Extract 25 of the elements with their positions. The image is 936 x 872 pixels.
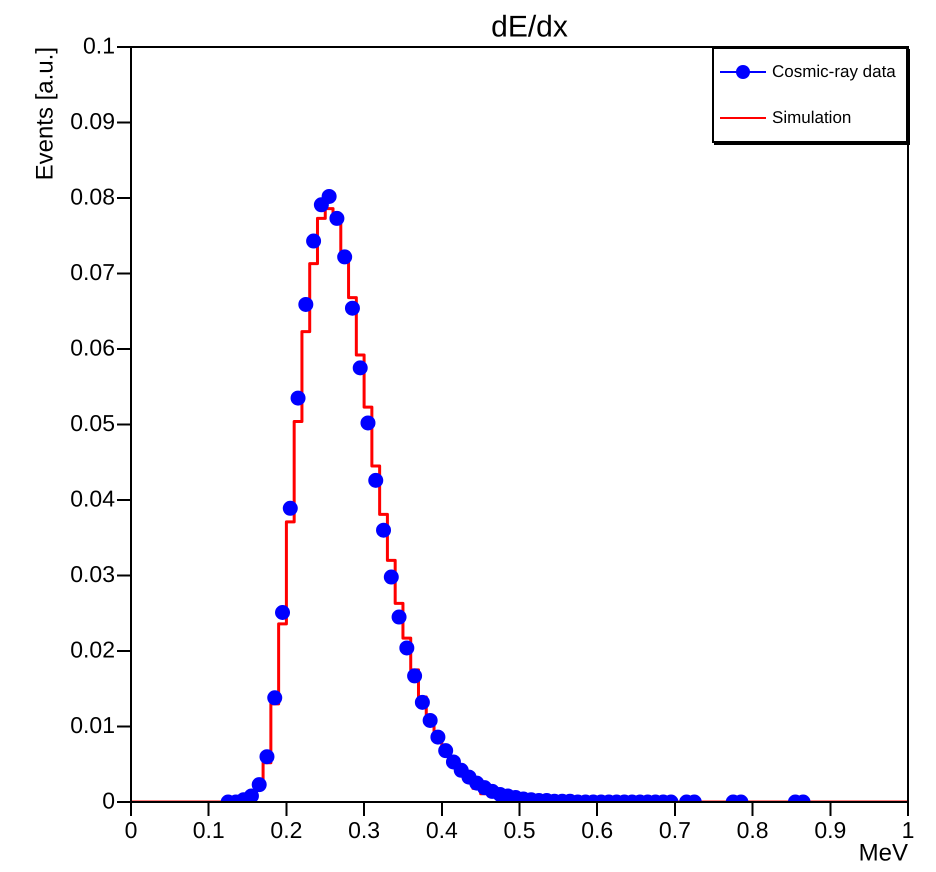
x-tick-label: 0.3 bbox=[348, 817, 380, 844]
y-tick-label: 0.02 bbox=[70, 636, 115, 662]
y-tick-label: 0.09 bbox=[70, 108, 115, 134]
x-tick-label: 0 bbox=[124, 817, 138, 844]
y-tick-label: 0 bbox=[102, 787, 115, 814]
x-tick-label: 0.2 bbox=[270, 817, 302, 844]
x-tick-label: 0.1 bbox=[192, 817, 225, 844]
y-tick-label: 0.1 bbox=[83, 32, 115, 58]
legend-label: Cosmic-ray data bbox=[772, 62, 896, 82]
x-tick-label: 0.4 bbox=[426, 817, 458, 844]
chart-title: dE/dx bbox=[491, 10, 568, 44]
y-axis-title: Events [a.u.] bbox=[32, 47, 59, 180]
legend-label: Simulation bbox=[772, 108, 852, 128]
y-tick-label: 0.05 bbox=[70, 410, 115, 436]
x-tick-label: 0.9 bbox=[814, 817, 846, 844]
x-tick-label: 0.6 bbox=[581, 817, 614, 844]
y-tick-label: 0.04 bbox=[70, 485, 116, 512]
x-tick-label: 0.7 bbox=[658, 817, 691, 844]
y-tick-label: 0.03 bbox=[70, 560, 115, 587]
y-tick-label: 0.08 bbox=[70, 183, 115, 210]
x-tick-label: 0.5 bbox=[504, 817, 536, 844]
y-tick-label: 0.07 bbox=[70, 258, 115, 285]
x-tick-label: 0.8 bbox=[736, 817, 769, 844]
y-tick-label: 0.01 bbox=[70, 712, 115, 738]
y-tick-label: 0.06 bbox=[70, 334, 115, 360]
